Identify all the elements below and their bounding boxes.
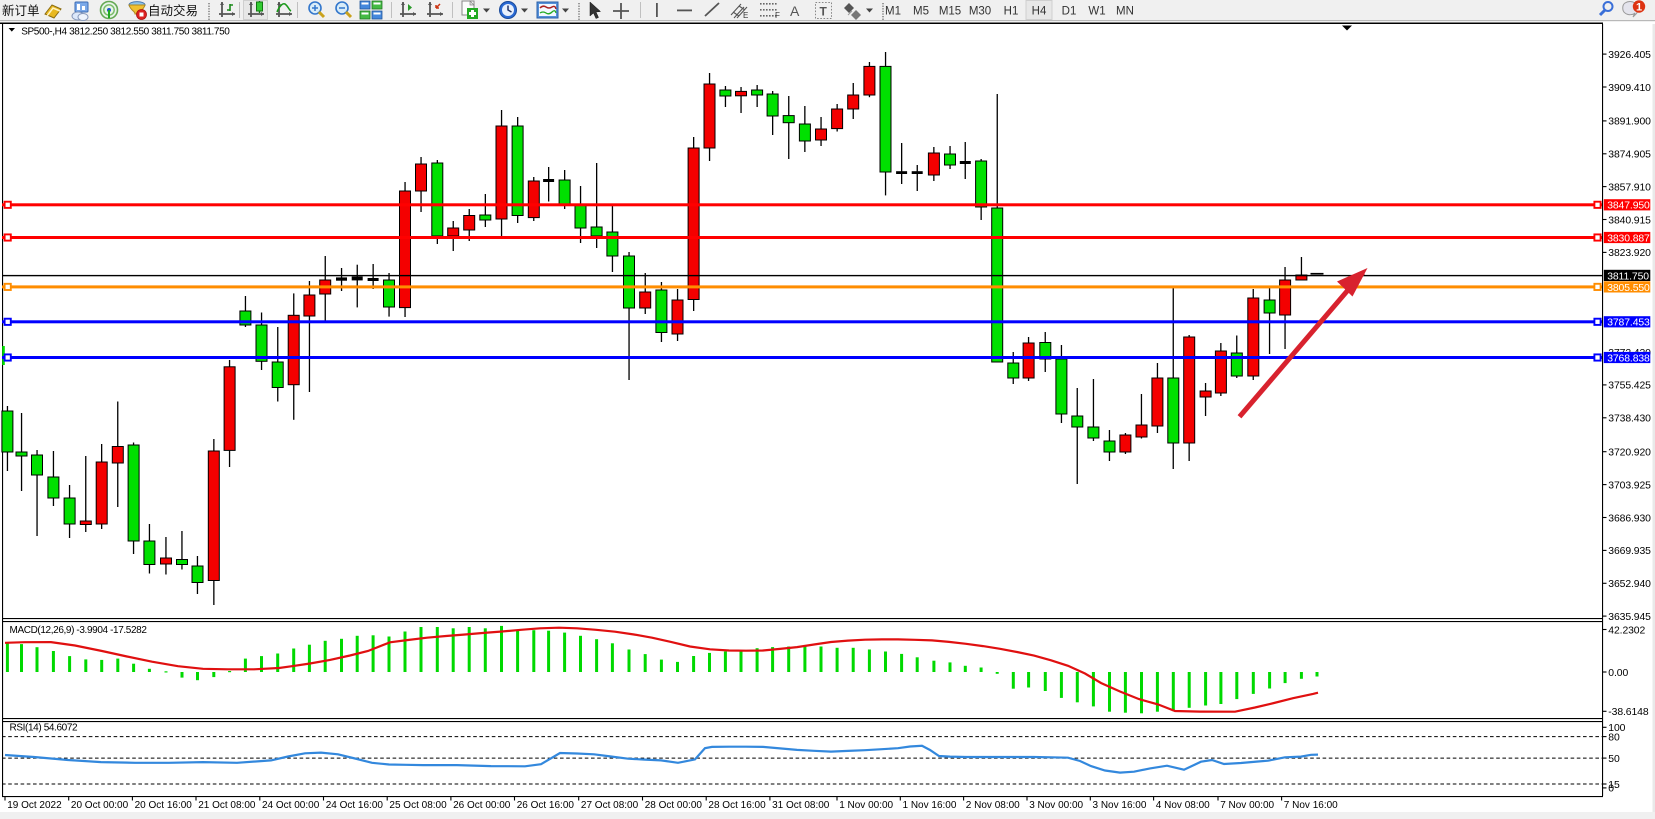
svg-text:3686.930: 3686.930 <box>1608 513 1651 524</box>
svg-text:3 Nov 00:00: 3 Nov 00:00 <box>1029 800 1083 811</box>
svg-text:1 Nov 00:00: 1 Nov 00:00 <box>839 800 893 811</box>
svg-text:20 Oct 00:00: 20 Oct 00:00 <box>71 800 129 811</box>
svg-text:24 Oct 16:00: 24 Oct 16:00 <box>326 800 384 811</box>
svg-text:W1: W1 <box>1088 6 1105 18</box>
svg-text:E: E <box>743 11 748 20</box>
svg-text:2 Nov 08:00: 2 Nov 08:00 <box>966 800 1020 811</box>
svg-text:3840.915: 3840.915 <box>1608 215 1651 226</box>
svg-text:M15: M15 <box>939 6 961 18</box>
svg-text:-38.6148: -38.6148 <box>1608 707 1649 718</box>
svg-text:1 Nov 16:00: 1 Nov 16:00 <box>903 800 957 811</box>
svg-text:3847.950: 3847.950 <box>1607 201 1650 212</box>
svg-text:3874.905: 3874.905 <box>1608 150 1651 161</box>
svg-text:3669.935: 3669.935 <box>1608 546 1651 557</box>
svg-text:3635.945: 3635.945 <box>1608 612 1651 623</box>
svg-text:28 Oct 16:00: 28 Oct 16:00 <box>708 800 766 811</box>
svg-text:19 Oct 2022: 19 Oct 2022 <box>7 800 62 811</box>
svg-text:3768.838: 3768.838 <box>1607 353 1650 364</box>
svg-text:27 Oct 08:00: 27 Oct 08:00 <box>581 800 639 811</box>
svg-text:26 Oct 00:00: 26 Oct 00:00 <box>453 800 511 811</box>
svg-text:100: 100 <box>1608 723 1625 734</box>
svg-text:0.00: 0.00 <box>1608 668 1628 679</box>
svg-text:21 Oct 08:00: 21 Oct 08:00 <box>198 800 256 811</box>
svg-text:3805.550: 3805.550 <box>1607 283 1650 294</box>
svg-text:3 Nov 16:00: 3 Nov 16:00 <box>1093 800 1147 811</box>
svg-text:3811.750: 3811.750 <box>1607 271 1649 282</box>
svg-text:3738.430: 3738.430 <box>1608 414 1651 425</box>
svg-text:3926.405: 3926.405 <box>1608 50 1651 61</box>
svg-text:24 Oct 00:00: 24 Oct 00:00 <box>262 800 320 811</box>
svg-text:0: 0 <box>1608 784 1614 795</box>
svg-text:3823.920: 3823.920 <box>1608 248 1651 259</box>
svg-text:M5: M5 <box>913 6 929 18</box>
svg-text:3891.900: 3891.900 <box>1608 117 1651 128</box>
svg-text:M30: M30 <box>969 6 991 18</box>
svg-text:MN: MN <box>1116 6 1134 18</box>
svg-text:T: T <box>820 5 828 19</box>
svg-text:3720.920: 3720.920 <box>1608 448 1651 459</box>
svg-text:4 Nov 08:00: 4 Nov 08:00 <box>1156 800 1210 811</box>
svg-text:80: 80 <box>1608 732 1620 743</box>
svg-text:F: F <box>775 11 780 20</box>
svg-text:7 Nov 16:00: 7 Nov 16:00 <box>1284 800 1338 811</box>
svg-text:3755.425: 3755.425 <box>1608 381 1651 392</box>
svg-text:28 Oct 00:00: 28 Oct 00:00 <box>645 800 703 811</box>
svg-text:H4: H4 <box>1032 6 1047 18</box>
svg-text:自动交易: 自动交易 <box>148 3 198 18</box>
svg-text:31 Oct 08:00: 31 Oct 08:00 <box>772 800 830 811</box>
svg-text:H1: H1 <box>1004 6 1019 18</box>
svg-text:1: 1 <box>1636 2 1642 14</box>
svg-text:RSI(14) 54.6072: RSI(14) 54.6072 <box>10 723 78 734</box>
svg-text:3857.910: 3857.910 <box>1608 182 1651 193</box>
svg-text:新订单: 新订单 <box>2 3 40 18</box>
svg-text:26 Oct 16:00: 26 Oct 16:00 <box>517 800 575 811</box>
svg-text:42.2302: 42.2302 <box>1608 625 1645 636</box>
svg-text:3652.940: 3652.940 <box>1608 579 1651 590</box>
svg-text:15: 15 <box>1608 780 1620 791</box>
svg-text:25 Oct 08:00: 25 Oct 08:00 <box>389 800 447 811</box>
svg-text:3830.887: 3830.887 <box>1607 233 1650 244</box>
svg-text:3909.410: 3909.410 <box>1608 83 1651 94</box>
svg-text:M1: M1 <box>885 6 901 18</box>
svg-text:7 Nov 00:00: 7 Nov 00:00 <box>1220 800 1274 811</box>
svg-text:SP500-,H4 3812.250 3812.550 3: SP500-,H4 3812.250 3812.550 3811.750 381… <box>21 26 230 37</box>
svg-text:MACD(12,26,9) -3.9904 -17.5282: MACD(12,26,9) -3.9904 -17.5282 <box>10 625 148 636</box>
svg-text:20 Oct 16:00: 20 Oct 16:00 <box>135 800 193 811</box>
svg-text:3787.453: 3787.453 <box>1607 318 1650 329</box>
svg-text:3703.925: 3703.925 <box>1608 480 1651 491</box>
svg-text:A: A <box>790 3 800 19</box>
svg-text:D1: D1 <box>1062 6 1077 18</box>
svg-text:50: 50 <box>1608 754 1620 765</box>
